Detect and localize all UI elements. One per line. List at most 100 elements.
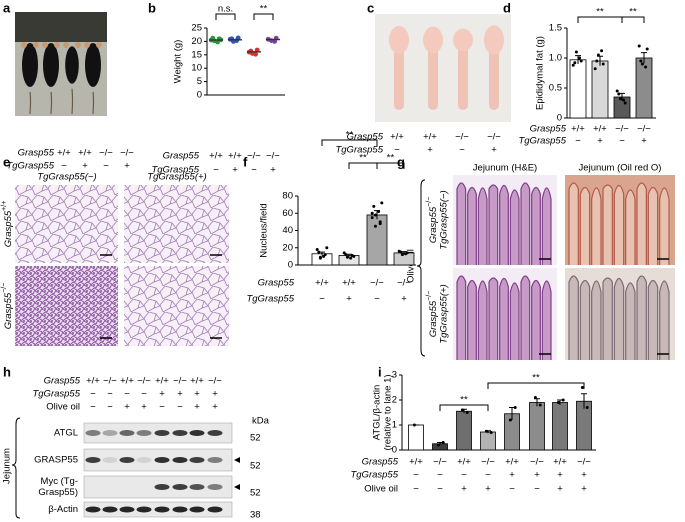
genotype: − xyxy=(124,389,130,400)
data-point xyxy=(349,256,353,260)
villus xyxy=(509,189,520,265)
genotype: +/+ xyxy=(228,151,242,162)
column-label: Jejunum (Oil red O) xyxy=(579,163,662,174)
mouse-ear xyxy=(63,42,69,48)
panel-label: e xyxy=(3,154,10,169)
panel-label: a xyxy=(3,0,11,15)
genotype: + xyxy=(581,470,587,481)
genotype: −/− xyxy=(120,148,134,159)
genotype: + xyxy=(485,484,491,495)
data-point xyxy=(508,418,512,422)
superscript: −/− xyxy=(1,283,8,293)
blot-label: ATGL xyxy=(54,428,78,439)
histology xyxy=(124,266,229,346)
genotype: − xyxy=(107,389,113,400)
annotation: ** xyxy=(346,130,354,141)
bar xyxy=(456,410,472,451)
data-point xyxy=(370,211,374,215)
data-point xyxy=(345,255,349,259)
data-point xyxy=(436,443,440,447)
genotype: +/+ xyxy=(505,457,519,468)
band xyxy=(172,506,188,513)
band xyxy=(136,457,152,463)
bar xyxy=(480,431,496,451)
mouse-ear xyxy=(21,42,27,48)
villus xyxy=(647,186,659,265)
data-point xyxy=(317,250,321,254)
genotype: + xyxy=(581,484,587,495)
data-point xyxy=(322,254,326,258)
genotype: + xyxy=(346,294,352,305)
villus xyxy=(499,184,509,265)
band xyxy=(85,430,101,436)
genotype: +/+ xyxy=(86,376,100,387)
villus xyxy=(591,280,602,360)
data-point xyxy=(596,53,600,57)
data-point xyxy=(460,408,464,412)
row-label: Grasp55 xyxy=(530,124,567,135)
row-label: Grasp55−/− xyxy=(1,283,13,330)
villus xyxy=(531,279,541,360)
band xyxy=(189,457,205,463)
genotype: + xyxy=(124,402,130,413)
band xyxy=(119,506,135,513)
band xyxy=(189,430,205,436)
genotype: + xyxy=(177,389,183,400)
panel-label: g xyxy=(397,154,405,169)
data-point xyxy=(571,63,575,67)
band xyxy=(154,457,170,463)
genotype: + xyxy=(270,165,276,176)
genotype: +/+ xyxy=(120,376,134,387)
genotype: − xyxy=(90,389,96,400)
band xyxy=(119,457,135,463)
panel-label: i xyxy=(378,364,382,379)
data-point xyxy=(585,406,589,409)
significance-bracket xyxy=(348,162,378,169)
y-tick-label: 0 xyxy=(557,113,562,124)
genotype: −/− xyxy=(487,132,501,143)
significance-bracket xyxy=(321,139,378,146)
genotype: −/− xyxy=(577,457,591,468)
villus xyxy=(541,187,552,265)
significance-bracket xyxy=(621,16,645,23)
villus xyxy=(520,275,531,360)
significance-bracket xyxy=(577,16,623,23)
genotype: +/+ xyxy=(209,151,223,162)
genotype: +/+ xyxy=(342,278,356,289)
y-tick-label: 60 xyxy=(282,208,293,219)
data-point xyxy=(578,56,582,60)
villus xyxy=(568,275,579,360)
tissue xyxy=(423,26,443,54)
villus xyxy=(647,279,659,360)
band xyxy=(119,430,135,436)
data-point xyxy=(465,411,469,414)
genotype: −/− xyxy=(208,376,222,387)
band xyxy=(154,430,170,436)
row-label: Olive oil xyxy=(46,402,80,413)
genotype: +/+ xyxy=(593,124,607,135)
villus xyxy=(520,182,531,265)
genotype: − xyxy=(141,389,147,400)
genotype: − xyxy=(461,470,467,481)
genotype: − xyxy=(437,470,443,481)
data-point xyxy=(248,48,254,54)
mouse xyxy=(43,43,59,87)
data-point xyxy=(489,431,493,434)
row-label: Grasp55+/+ xyxy=(1,201,13,248)
villus xyxy=(509,282,520,360)
band xyxy=(136,506,152,513)
bar xyxy=(529,402,545,451)
genotype: −/− xyxy=(397,278,411,289)
villus xyxy=(477,187,488,265)
y-tick-label: 0 xyxy=(288,260,293,271)
y-tick-label: 0 xyxy=(197,90,202,101)
genotype: + xyxy=(159,389,165,400)
data-point xyxy=(370,216,374,220)
band xyxy=(207,430,223,436)
villus xyxy=(541,280,552,360)
data-point xyxy=(318,255,322,259)
data-point xyxy=(556,401,560,404)
band xyxy=(172,430,188,436)
villus xyxy=(602,184,613,265)
